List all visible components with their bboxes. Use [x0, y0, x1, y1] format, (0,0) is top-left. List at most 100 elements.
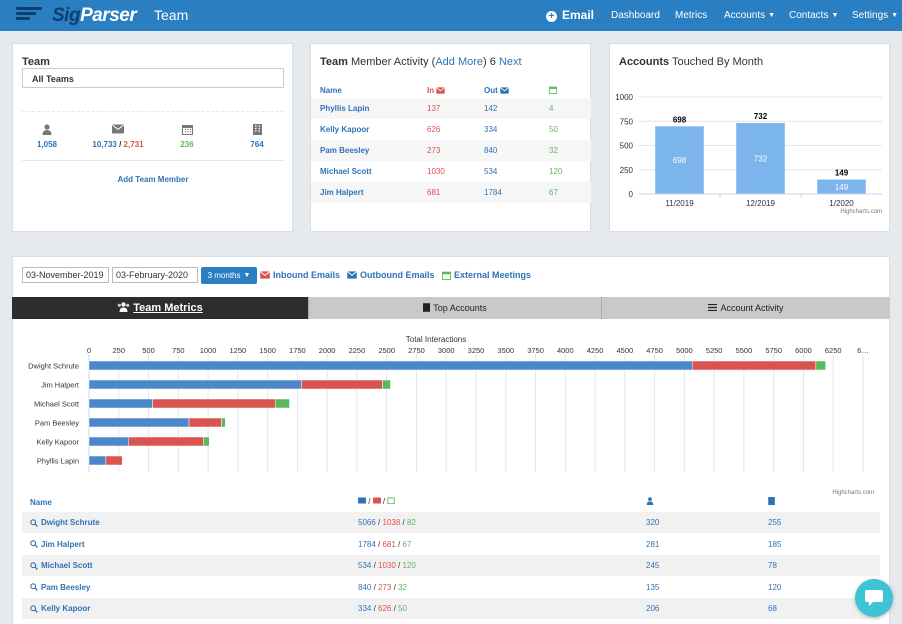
x-tick-label: 4250	[587, 346, 604, 355]
y-tick-label: 0	[629, 190, 634, 199]
x-tick-label: 2000	[319, 346, 336, 355]
envelope-icon	[260, 271, 270, 279]
x-tick-label: 5000	[676, 346, 693, 355]
x-tick-label: 6250	[825, 346, 842, 355]
member-activity-title: Team Member Activity (Add More) 6 Next	[320, 56, 522, 68]
tab-team-metrics[interactable]: Team Metrics	[12, 297, 308, 319]
table-row[interactable]: Kelly Kapoor 334 / 626 / 50 206 68	[22, 598, 880, 619]
accounts-count: 78	[768, 561, 777, 570]
email-button[interactable]: + Email	[546, 8, 594, 22]
x-tick-label: 4500	[617, 346, 634, 355]
outbound-emails-toggle[interactable]: Outbound Emails	[347, 270, 435, 280]
envelope-icon	[358, 497, 366, 504]
x-tick-label: 1750	[289, 346, 306, 355]
envelope-icon	[500, 87, 509, 94]
nav-settings[interactable]: Settings ▼	[852, 10, 899, 21]
email-meeting-counts: 5066 / 1038 / 82	[358, 518, 416, 527]
team-panel-title: Team	[22, 56, 50, 68]
people-count: 245	[646, 561, 660, 570]
x-tick-label: 5250	[706, 346, 723, 355]
bar-segment	[88, 436, 130, 447]
table-row[interactable]: Pam Beesley 840 / 273 / 32 135 120	[22, 577, 880, 598]
table-row[interactable]: Phyllis Lapin 137 142 4	[311, 98, 591, 119]
x-tick-label: 3500	[497, 346, 514, 355]
list-icon	[708, 297, 718, 319]
divider	[22, 111, 284, 112]
table-header: Name / /	[22, 492, 880, 512]
people-count: 320	[646, 518, 660, 527]
email-meeting-counts: 840 / 273 / 32	[358, 582, 407, 592]
bar-segment	[152, 398, 276, 409]
start-date-input[interactable]: 03-November-2019	[22, 267, 109, 283]
inner-data-label: 732	[754, 154, 768, 163]
chat-bubble-icon	[865, 590, 883, 606]
member-name-link[interactable]: Kelly Kapoor	[30, 604, 90, 613]
table-row[interactable]: Michael Scott 1030 534 120	[320, 167, 563, 176]
member-activity-panel: Team Member Activity (Add More) 6 Next N…	[310, 43, 591, 232]
table-row[interactable]: Dwight Schrute 5066 / 1038 / 82 320 255	[22, 512, 880, 533]
table-row[interactable]: Pam Beesley 273 840 32	[311, 140, 591, 161]
table-row[interactable]: Jim Halpert 1784 / 681 / 67 281 185	[22, 534, 880, 555]
x-tick-label: 5500	[736, 346, 753, 355]
nav-contacts[interactable]: Contacts ▼	[789, 10, 839, 21]
top-navbar: SigParser Team + Email Dashboard Metrics …	[0, 0, 902, 31]
user-icon	[17, 124, 77, 136]
envelope-icon	[347, 271, 357, 279]
bar-segment	[188, 417, 222, 428]
brand-logo[interactable]: SigParser	[52, 5, 137, 26]
team-select[interactable]: All Teams	[22, 68, 284, 88]
member-name-link[interactable]: Michael Scott	[30, 561, 93, 570]
bar-segment	[128, 436, 204, 447]
bar-segment	[221, 417, 226, 428]
nav-accounts[interactable]: Accounts ▼	[724, 10, 776, 21]
data-label: 149	[835, 169, 849, 178]
table-row[interactable]: Michael Scott 534 / 1030 / 120 245 78	[22, 555, 880, 576]
member-name-link[interactable]: Dwight Schrute	[30, 518, 100, 527]
y-tick-label: 500	[620, 142, 634, 151]
member-name-link[interactable]: Jim Halpert	[30, 540, 85, 549]
add-more-link[interactable]: Add More	[435, 56, 484, 68]
x-tick-label: 5750	[765, 346, 782, 355]
x-tick-label: 3000	[438, 346, 455, 355]
external-meetings-toggle[interactable]: External Meetings	[442, 270, 531, 280]
magnifier-icon	[30, 604, 38, 613]
chat-button[interactable]	[855, 579, 893, 617]
magnifier-icon	[30, 583, 38, 591]
logo-icon[interactable]	[16, 7, 42, 23]
envelope-icon	[88, 124, 148, 136]
table-row[interactable]: Kelly Kapoor 626 334 50	[320, 125, 558, 134]
next-link[interactable]: Next	[498, 56, 522, 68]
divider	[22, 160, 284, 161]
y-tick-label: Jim Halpert	[41, 381, 80, 390]
add-team-member-link[interactable]: Add Team Member	[117, 175, 189, 184]
x-tick-label: 12/2019	[746, 199, 775, 208]
tab-top-accounts[interactable]: Top Accounts	[308, 297, 601, 319]
page-title: Team	[154, 7, 189, 23]
stat-accounts: 764	[227, 124, 287, 149]
accounts-touched-title: Accounts Touched By Month	[619, 56, 764, 68]
users-icon	[117, 298, 130, 320]
stat-emails: 10,733 / 2,731	[88, 124, 148, 149]
magnifier-icon	[30, 540, 38, 548]
y-tick-label: Pam Beesley	[35, 419, 79, 428]
envelope-icon	[372, 497, 381, 504]
nav-dashboard[interactable]: Dashboard	[611, 10, 660, 21]
end-date-input[interactable]: 03-February-2020	[112, 267, 198, 283]
chart-title: Total Interactions	[406, 335, 466, 344]
x-tick-label: 1000	[200, 346, 217, 355]
tab-account-activity[interactable]: Account Activity	[601, 297, 890, 319]
stat-meetings: 236	[157, 124, 217, 149]
bar-segment	[274, 398, 290, 409]
inbound-emails-toggle[interactable]: Inbound Emails	[260, 270, 340, 280]
nav-metrics[interactable]: Metrics	[675, 10, 708, 21]
x-tick-label: 0	[87, 346, 91, 355]
range-dropdown-button[interactable]: 3 months ▼	[201, 267, 257, 284]
total-interactions-chart: Total Interactions 0 250 500 750 1000 1250 1500…	[28, 335, 874, 496]
email-meeting-counts: 334 / 626 / 50	[358, 604, 407, 613]
building-icon	[227, 124, 287, 136]
table-row[interactable]: Jim Halpert 681 1784 67	[311, 182, 591, 203]
member-name-link[interactable]: Pam Beesley	[30, 583, 90, 592]
team-panel: Team All Teams 1,058 10,733 / 2,731 236 …	[12, 43, 293, 232]
y-tick-label: Michael Scott	[34, 400, 80, 409]
x-tick-label: 2250	[349, 346, 366, 355]
